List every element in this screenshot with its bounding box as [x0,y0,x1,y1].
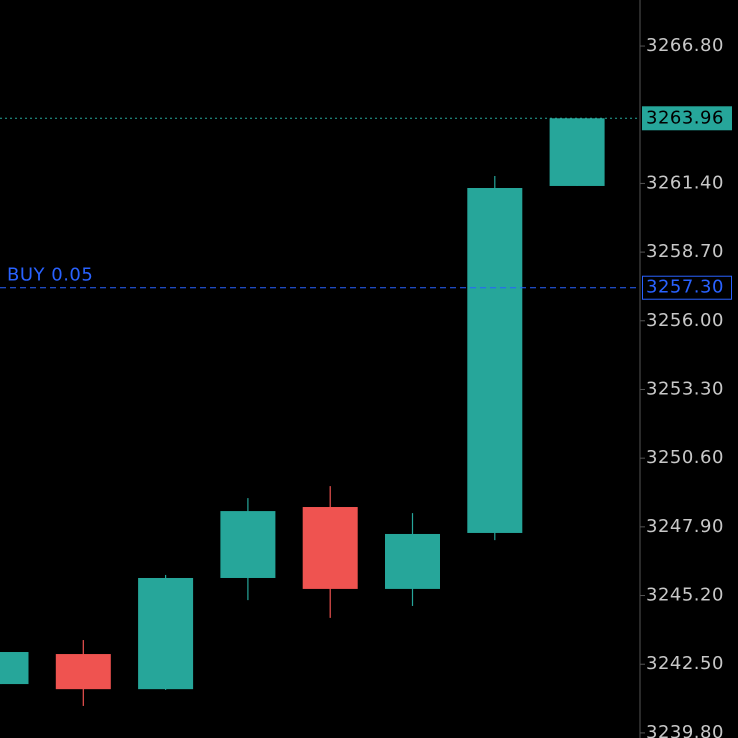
current-price-label: 3263.96 [646,107,724,128]
candle-body [0,652,29,685]
plot-area: BUY 0.05 [0,117,640,706]
y-tick-label: 3239.80 [646,722,724,738]
order-price-label: 3257.30 [646,277,724,298]
y-tick-label: 3256.00 [646,310,724,331]
y-tick-label: 3266.80 [646,35,724,56]
candle-body [385,533,440,589]
y-tick-label: 3242.50 [646,653,724,674]
candle-body [467,187,523,533]
y-tick-label: 3245.20 [646,585,724,606]
y-tick-label: 3261.40 [646,172,724,193]
order-price-box [642,275,732,300]
candle-body [549,118,605,186]
price-axis: 3266.80 3261.40 3258.70 3256.00 3253.30 3250.… [640,35,732,738]
y-tick-label: 3253.30 [646,378,724,399]
order-label: BUY 0.05 [7,265,93,286]
y-tick-label: 3250.60 [646,447,724,468]
candle-body [138,577,194,690]
current-price-box [642,106,732,131]
candle-body [55,654,111,690]
candle-body [302,507,358,589]
candle-body [220,511,276,578]
y-tick-label: 3247.90 [646,516,724,537]
y-tick-label: 3258.70 [646,241,724,262]
